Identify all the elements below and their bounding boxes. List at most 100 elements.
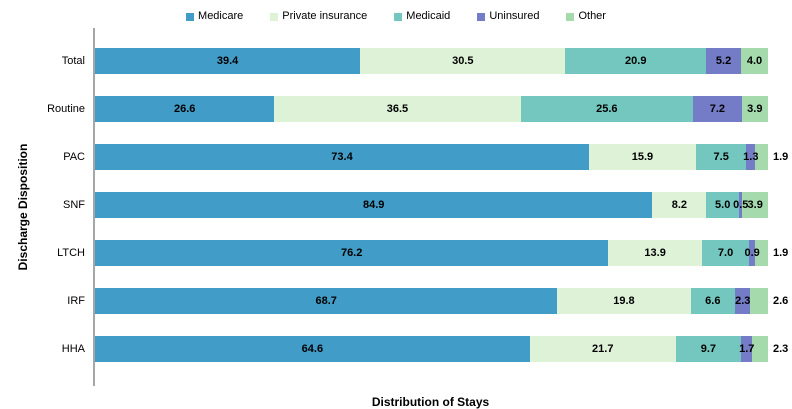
bar-segment-private-insurance: 19.8 xyxy=(557,288,691,314)
bar-value-label: 8.2 xyxy=(671,199,687,211)
legend-label: Medicare xyxy=(198,10,244,22)
bar-segment-medicaid: 7.5 xyxy=(695,144,747,170)
category-label: SNF xyxy=(63,199,85,211)
bar-value-label: 3.9 xyxy=(747,103,763,115)
legend-item-other: Other xyxy=(566,11,606,22)
bar-value-label: 20.9 xyxy=(625,55,647,67)
legend-label: Uninsured xyxy=(489,10,540,22)
legend-swatch-medicaid xyxy=(394,12,403,21)
category-label: IRF xyxy=(67,295,85,307)
bar-value-label: 0.5 xyxy=(733,199,749,211)
bar-segment-uninsured: 1.3 xyxy=(743,144,759,170)
chart-row-snf: SNF 84.9 8.2 5.0 0.5 3.9 xyxy=(63,181,768,229)
bar-value-label: 1.3 xyxy=(743,151,759,163)
bar-value-label: 73.4 xyxy=(331,151,353,163)
bar-segment-private-insurance: 13.9 xyxy=(608,240,702,266)
bar-value-label: 30.5 xyxy=(452,55,474,67)
category-label: HHA xyxy=(61,343,85,355)
category-label: LTCH xyxy=(57,247,85,259)
legend-item-uninsured: Uninsured xyxy=(477,11,539,22)
bar-value-label: 6.6 xyxy=(705,295,721,307)
bar-value-label: 21.7 xyxy=(592,343,614,355)
bar-segment-private-insurance: 21.7 xyxy=(529,336,676,362)
y-axis-title: Discharge Disposition xyxy=(16,143,30,271)
bar-segment-uninsured: 7.2 xyxy=(693,96,742,122)
bar-segment-other xyxy=(752,336,768,362)
bar-segment-private-insurance: 30.5 xyxy=(360,48,566,74)
bar-value-label: 5.0 xyxy=(715,199,731,211)
bar-segment-other: 3.9 xyxy=(742,192,768,218)
bar-segment-other: 3.9 xyxy=(741,96,768,122)
bar-value-label: 3.9 xyxy=(747,199,763,211)
bar-value-label: 68.7 xyxy=(315,295,337,307)
bar-segment-uninsured: 0.5 xyxy=(733,192,748,218)
bar-segment-other xyxy=(750,288,768,314)
bar-segment-other xyxy=(755,240,768,266)
bar-segment-medicaid: 20.9 xyxy=(565,48,707,74)
legend-item-private-insurance: Private insurance xyxy=(270,11,367,22)
bar-value-label: 1.9 xyxy=(773,151,789,163)
bar-value-label: 64.6 xyxy=(301,343,324,355)
legend-swatch-uninsured xyxy=(477,12,486,21)
bar-segment-other: 4.0 xyxy=(741,48,768,74)
bar-segment-medicare: 39.4 xyxy=(95,48,361,74)
bar-value-label: 76.2 xyxy=(340,247,363,259)
chart-row-irf: IRF 68.7 19.8 6.6 2.3 2.6 xyxy=(67,277,788,325)
legend-item-medicaid: Medicaid xyxy=(394,11,450,22)
bar-segment-medicare: 26.6 xyxy=(95,96,275,122)
bar-segment-uninsured: 5.2 xyxy=(706,48,742,74)
bar-value-label: 13.9 xyxy=(644,247,666,259)
legend-label: Other xyxy=(578,10,606,22)
bar-segment-medicaid: 9.7 xyxy=(675,336,742,362)
plot-rows: Total 39.4 30.5 20.9 5.2 4.0 Routine 26.6 36.5 25… xyxy=(47,28,788,386)
bar-value-label: 9.7 xyxy=(700,343,717,355)
bar-track: 26.6 36.5 25.6 7.2 3.9 xyxy=(95,96,768,122)
bar-track: 84.9 8.2 5.0 0.5 3.9 xyxy=(95,192,768,218)
bar-value-label: 4.0 xyxy=(746,55,763,67)
bar-value-label: 2.3 xyxy=(735,295,751,307)
bar-segment-medicaid: 7.0 xyxy=(701,240,750,266)
bar-value-label: 7.5 xyxy=(713,151,729,163)
bar-segment-medicare: 84.9 xyxy=(95,192,653,218)
bar-value-label: 2.3 xyxy=(773,343,789,355)
chart-row-routine: Routine 26.6 36.5 25.6 7.2 3.9 xyxy=(47,85,768,133)
bar-value-label: 36.5 xyxy=(386,103,409,115)
bar-value-label: 1.7 xyxy=(739,343,755,355)
x-axis-title: Distribution of Stays xyxy=(371,395,490,409)
bar-segment-medicaid: 6.6 xyxy=(690,288,735,314)
bar-value-label: 19.8 xyxy=(613,295,635,307)
bar-value-label: 0.9 xyxy=(744,247,760,259)
bar-value-label: 5.2 xyxy=(715,55,732,67)
legend-label: Medicaid xyxy=(406,10,451,22)
bar-value-label: 7.0 xyxy=(717,247,734,259)
bar-segment-medicare: 76.2 xyxy=(95,240,609,266)
bar-value-label: 7.2 xyxy=(709,103,726,115)
bar-track: 39.4 30.5 20.9 5.2 4.0 xyxy=(95,48,768,74)
legend-item-medicare: Medicare xyxy=(186,11,243,22)
chart-row-ltch: LTCH 76.2 13.9 7.0 0.9 1.9 xyxy=(57,229,788,277)
bar-segment-medicare: 64.6 xyxy=(95,336,530,362)
bar-value-label: 26.6 xyxy=(173,103,196,115)
bar-value-label: 84.9 xyxy=(363,199,385,211)
bar-segment-private-insurance: 36.5 xyxy=(274,96,521,122)
bar-track: 73.4 15.9 7.5 1.3 1.9 xyxy=(95,144,788,170)
chart-row-total: Total 39.4 30.5 20.9 5.2 4.0 xyxy=(62,37,768,85)
category-label: Routine xyxy=(47,103,85,115)
chart-legend: Medicare Private insurance Medicaid Uninsur… xyxy=(0,0,792,26)
bar-segment-medicare: 68.7 xyxy=(95,288,558,314)
bar-segment-medicaid: 5.0 xyxy=(706,192,740,218)
bar-segment-private-insurance: 8.2 xyxy=(652,192,707,218)
bar-track: 76.2 13.9 7.0 0.9 1.9 xyxy=(95,240,788,266)
legend-swatch-private-insurance xyxy=(270,12,279,21)
chart-row-pac: PAC 73.4 15.9 7.5 1.3 1.9 xyxy=(63,133,788,181)
category-label: Total xyxy=(61,55,85,67)
bar-segment-uninsured: 1.7 xyxy=(739,336,755,362)
bar-track: 64.6 21.7 9.7 1.7 2.3 xyxy=(95,336,788,362)
bar-segment-medicare: 73.4 xyxy=(95,144,589,170)
bar-segment-other xyxy=(755,144,768,170)
bar-segment-private-insurance: 15.9 xyxy=(588,144,696,170)
chart-row-hha: HHA 64.6 21.7 9.7 1.7 2.3 xyxy=(62,325,788,373)
plot-area: Discharge Disposition Total 39.4 30.5 20.9 5… xyxy=(0,28,792,386)
bar-segment-medicaid: 25.6 xyxy=(520,96,694,122)
